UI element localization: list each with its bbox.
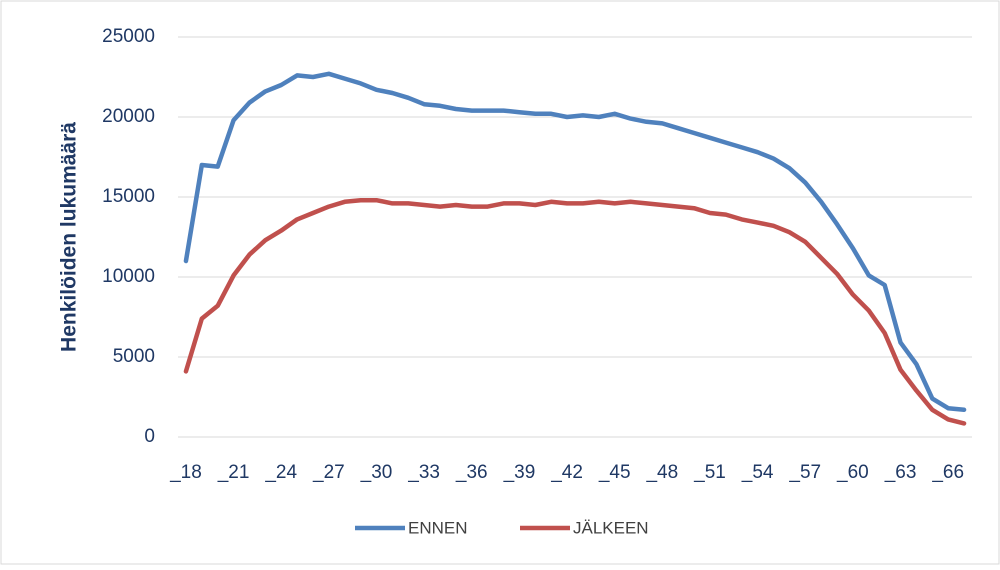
y-tick-label: 20000	[102, 106, 155, 127]
x-tick-label: _51	[693, 462, 726, 483]
x-tick-label: _63	[884, 462, 917, 483]
y-axis-title: Henkilöiden lukumäärä	[58, 122, 81, 352]
x-tick-label: _27	[312, 462, 345, 483]
line-series	[183, 197, 967, 426]
x-tick-label: _57	[788, 462, 821, 483]
x-tick-label: _33	[407, 462, 440, 483]
legend-label: JÄLKEEN	[573, 518, 649, 537]
legend-label: ENNEN	[408, 518, 468, 537]
x-tick-label: _66	[931, 462, 964, 483]
x-tick-label: _60	[836, 462, 869, 483]
x-tick-label: _45	[598, 462, 631, 483]
y-tick-label: 15000	[102, 186, 155, 207]
x-tick-label: _48	[645, 462, 678, 483]
x-tick-label: _42	[550, 462, 583, 483]
y-tick-label: 5000	[113, 346, 155, 367]
y-tick-label: 0	[144, 426, 155, 447]
y-tick-label: 25000	[102, 26, 155, 47]
x-tick-label: _36	[455, 462, 488, 483]
x-tick-label: _18	[169, 462, 202, 483]
x-tick-label: _54	[741, 462, 774, 483]
x-tick-label: _39	[503, 462, 536, 483]
x-tick-label: _24	[264, 462, 297, 483]
x-tick-label: _21	[217, 462, 250, 483]
line-series	[183, 71, 967, 413]
y-tick-label: 10000	[102, 266, 155, 287]
x-tick-label: _30	[360, 462, 393, 483]
